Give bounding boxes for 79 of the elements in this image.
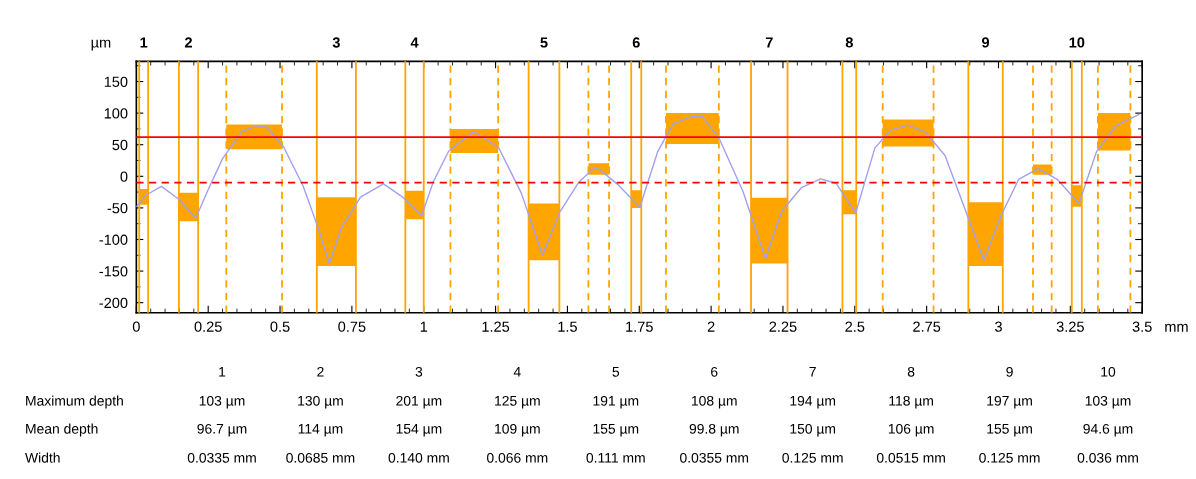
text: 8 [907,366,915,377]
text: 0.140 mm [388,452,449,463]
x-tick-label: 1.25 [482,321,510,332]
text: 0.0515 mm [876,452,945,463]
text: 194 µm [790,395,836,409]
text: 108 µm [691,395,737,409]
x-tick-label: 2 [707,321,715,332]
x-axis-title: mm [1165,323,1188,332]
text: 9 [1006,366,1013,377]
text: 154 µm [396,424,442,437]
text: 6 [632,37,640,48]
text: 125 µm [495,395,540,409]
x-tick-label: 3.25 [1056,321,1084,332]
text: 5 [612,367,620,377]
y-tick-label: 0 [120,171,128,182]
text: 1 [140,37,148,48]
text: 201 µm [396,395,442,409]
x-tick-label: 2.75 [913,321,941,332]
text: 0.125 mm [979,452,1040,463]
y-tick-label: -50 [107,203,128,214]
text: Width [25,452,60,463]
text: 2 [317,366,324,377]
text: 9 [982,37,990,48]
x-tick-label: 0.75 [338,321,366,332]
text: 7 [809,367,816,377]
text: 0.0335 mm [187,452,256,463]
x-tick-label: 1.5 [558,321,577,332]
text: 3 [415,366,423,377]
y-tick-label: 150 [104,76,128,87]
text: 7 [765,37,773,48]
y-tick-label: 100 [104,108,128,119]
text: 3 [332,37,340,48]
text: 0.125 mm [782,452,843,463]
text: 4 [513,367,521,377]
y-axis-title: µm [91,39,111,51]
text: 4 [410,37,419,48]
text: 197 µm [987,395,1032,409]
text: Mean depth [26,423,98,437]
y-tick-label: -150 [99,266,128,277]
line-series [136,113,1140,265]
text: 0.0355 mm [680,452,749,463]
text: 2 [184,37,192,48]
text: 191 µm [593,395,639,409]
x-tick-label: 0.25 [194,321,222,332]
text: 5 [540,37,548,48]
text: Maximum depth [26,395,123,409]
text: 118 µm [889,395,933,409]
text: 8 [845,37,853,48]
x-tick-label: 0.5 [270,321,290,332]
text: 109 µm [495,423,540,437]
y-tick-label: 50 [112,139,128,151]
x-tick-label: 1.75 [626,321,653,332]
text: 96.7 µm [197,423,247,437]
text: 0.111 mm [586,452,645,463]
text: 150 µm [790,423,836,437]
text: 103 µm [1085,395,1131,409]
text: 99.8 µm [689,423,739,437]
text: 1 [219,367,226,377]
text: 0.036 mm [1077,452,1138,463]
text: 155 µm [593,424,639,437]
text: 94.6 µm [1083,423,1133,437]
y-tick-label: -200 [99,297,128,309]
text: 155 µm [987,424,1032,437]
text: 103 µm [199,395,245,409]
y-tick-label: -100 [99,234,128,245]
x-tick-label: 1 [420,321,428,332]
x-tick-label: 3.5 [1132,321,1152,332]
x-tick-label: 0 [132,321,140,332]
text: 0.0685 mm [286,452,355,463]
x-tick-label: 3 [994,321,1002,332]
text: 114 µm [298,424,343,437]
x-tick-label: 2.25 [769,321,797,332]
text: 6 [711,366,718,377]
text: 0.066 mm [487,452,548,463]
text: 106 µm [888,423,934,437]
text: 10 [1069,37,1085,48]
text: 130 µm [298,395,343,409]
x-tick-label: 2.5 [845,321,865,332]
text: 10 [1101,366,1116,377]
